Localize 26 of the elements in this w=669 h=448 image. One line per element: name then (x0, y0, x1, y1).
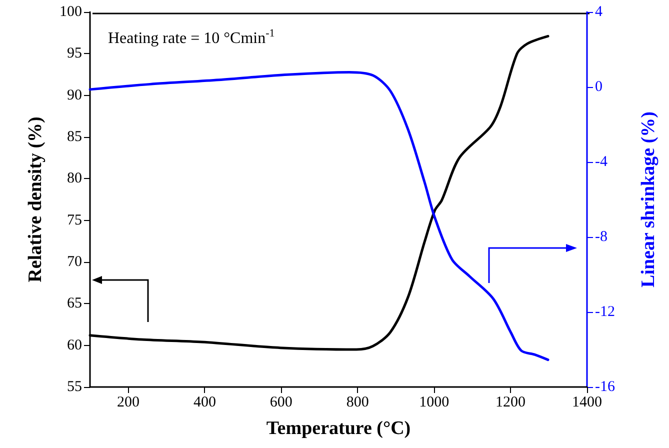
x-tick-label: 1400 (572, 394, 602, 410)
y2-tick-label: -16 (595, 379, 616, 395)
y-tick-label: 55 (67, 379, 82, 395)
y-tick-label: 90 (67, 87, 82, 104)
y-tick-label: 95 (67, 46, 82, 62)
y-tick-label: 70 (67, 254, 82, 270)
y-tick-label: 60 (67, 337, 82, 354)
y2-axis-title: Linear shrinkage (%) (638, 112, 659, 288)
y-tick-label: 65 (67, 296, 82, 312)
x-tick-label: 1000 (419, 394, 450, 410)
x-tick-label: 600 (270, 394, 292, 410)
y-tick-label: 100 (60, 4, 82, 20)
y2-tick-label: 4 (595, 4, 603, 20)
x-tick-label: 400 (193, 394, 216, 410)
y-axis-title: Relative density (%) (25, 116, 46, 282)
y-tick-label: 85 (67, 129, 82, 145)
x-tick-label: 800 (346, 394, 369, 410)
y2-tick-label: 0 (595, 79, 602, 95)
x-axis-title: Temperature (°C) (266, 418, 411, 439)
x-tick-label: 200 (116, 394, 140, 410)
x-tick-label: 1200 (496, 394, 526, 410)
y2-tick-label: -8 (595, 229, 608, 245)
y-tick-label: 80 (67, 170, 82, 187)
y2-tick-label: -4 (595, 154, 608, 170)
y2-tick-label: -12 (595, 304, 615, 320)
y-tick-label: 75 (67, 212, 82, 228)
